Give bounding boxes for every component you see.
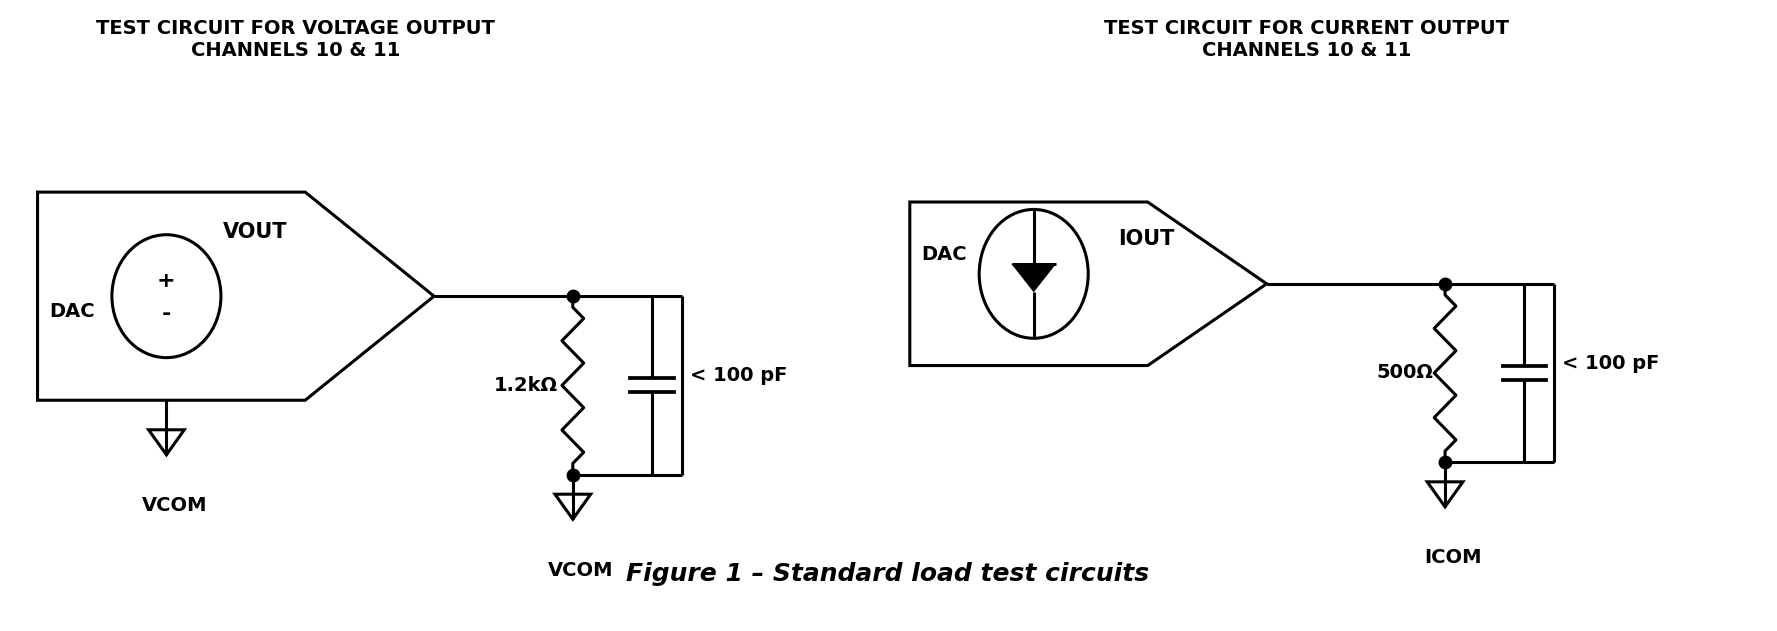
Text: < 100 pF: < 100 pF xyxy=(1562,353,1660,372)
Text: ICOM: ICOM xyxy=(1423,548,1482,567)
Text: -: - xyxy=(162,304,171,324)
Text: +: + xyxy=(156,271,176,292)
Text: VCOM: VCOM xyxy=(547,561,613,580)
Text: < 100 pF: < 100 pF xyxy=(689,366,787,385)
Text: IOUT: IOUT xyxy=(1118,229,1175,249)
Text: VOUT: VOUT xyxy=(224,221,288,242)
Text: DAC: DAC xyxy=(50,302,96,321)
Text: VCOM: VCOM xyxy=(142,497,208,516)
Text: 500Ω: 500Ω xyxy=(1377,363,1434,382)
Polygon shape xyxy=(1011,264,1056,292)
Text: Figure 1 – Standard load test circuits: Figure 1 – Standard load test circuits xyxy=(627,562,1150,586)
Text: DAC: DAC xyxy=(922,245,967,264)
Text: 1.2kΩ: 1.2kΩ xyxy=(494,376,558,395)
Text: TEST CIRCUIT FOR CURRENT OUTPUT
CHANNELS 10 & 11: TEST CIRCUIT FOR CURRENT OUTPUT CHANNELS… xyxy=(1104,19,1509,60)
Text: TEST CIRCUIT FOR VOLTAGE OUTPUT
CHANNELS 10 & 11: TEST CIRCUIT FOR VOLTAGE OUTPUT CHANNELS… xyxy=(96,19,494,60)
